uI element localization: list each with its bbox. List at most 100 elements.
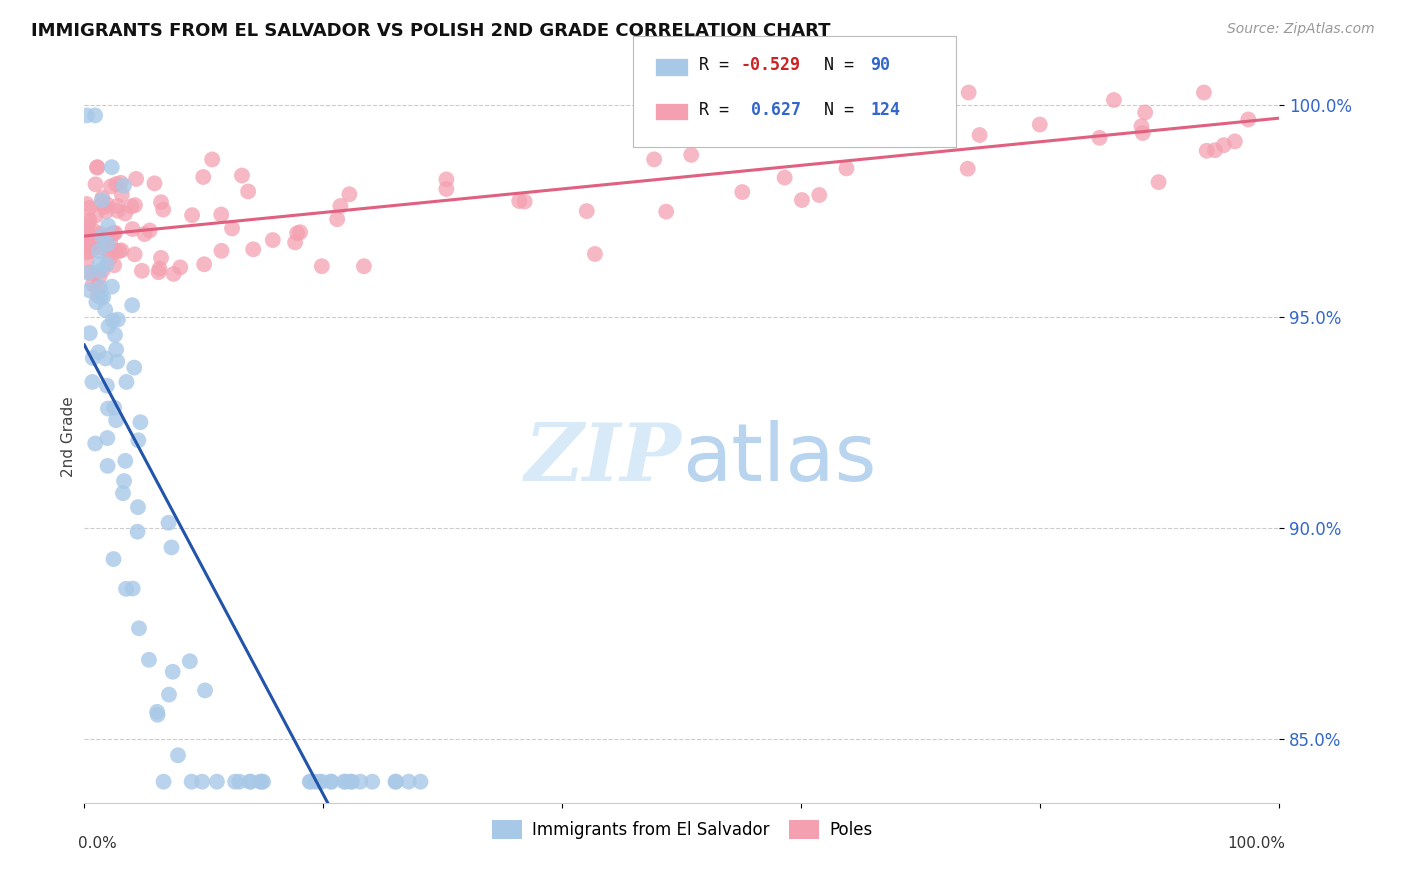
Point <box>112 178 135 193</box>
Text: 100.0%: 100.0% <box>1227 836 1285 851</box>
Point <box>91 191 114 205</box>
Point <box>108 244 131 258</box>
Text: 0.0%: 0.0% <box>79 836 117 851</box>
Point <box>127 500 149 515</box>
Point <box>152 774 174 789</box>
Point <box>163 267 186 281</box>
Point <box>239 774 262 789</box>
Point <box>83 266 105 280</box>
Point <box>308 774 330 789</box>
Point <box>148 265 170 279</box>
Point <box>112 474 135 488</box>
Text: R =: R = <box>699 101 738 119</box>
Point <box>957 86 980 100</box>
Point <box>76 219 98 234</box>
Point <box>1133 105 1156 120</box>
Point <box>104 327 127 342</box>
Point <box>242 242 264 256</box>
Point <box>115 375 138 389</box>
Point <box>138 653 160 667</box>
Point <box>104 244 127 259</box>
Point <box>84 436 107 450</box>
Point <box>86 279 108 293</box>
Point <box>79 284 101 298</box>
Point <box>76 237 98 252</box>
Point <box>96 197 118 211</box>
Point <box>96 431 118 445</box>
Point <box>76 254 98 268</box>
Point <box>107 199 129 213</box>
Point <box>90 290 112 304</box>
Point <box>160 541 183 555</box>
Point <box>304 774 326 789</box>
Point <box>94 204 117 219</box>
Point <box>98 245 121 260</box>
Point <box>114 454 136 468</box>
Point <box>250 774 273 789</box>
Point <box>77 266 100 280</box>
Point <box>1223 135 1246 149</box>
Point <box>98 252 121 266</box>
Point <box>86 160 108 174</box>
Point <box>111 187 134 202</box>
Point <box>84 108 107 122</box>
Point <box>128 621 150 635</box>
Point <box>148 261 170 276</box>
Point <box>76 236 98 251</box>
Point <box>124 247 146 261</box>
Point <box>1147 175 1170 189</box>
Point <box>127 524 149 539</box>
Point <box>311 774 333 789</box>
Point <box>167 748 190 763</box>
Point <box>284 235 307 250</box>
Point <box>681 148 703 162</box>
Point <box>79 326 101 340</box>
Point <box>193 169 215 184</box>
Text: atlas: atlas <box>682 420 876 498</box>
Point <box>361 774 384 789</box>
Point <box>353 259 375 273</box>
Point <box>956 161 979 176</box>
Point <box>333 774 356 789</box>
Point <box>409 774 432 789</box>
Point <box>101 227 124 241</box>
Point <box>76 225 98 239</box>
Point <box>138 223 160 237</box>
Point <box>89 280 111 294</box>
Point <box>236 185 259 199</box>
Point <box>134 227 156 241</box>
Point <box>103 401 125 415</box>
Point <box>513 194 536 209</box>
Point <box>221 221 243 235</box>
Point <box>90 197 112 211</box>
Point <box>191 774 214 789</box>
Point <box>79 266 101 280</box>
Point <box>508 194 530 208</box>
Point <box>193 257 215 271</box>
Point <box>298 774 321 789</box>
Point <box>91 290 114 304</box>
Point <box>105 354 128 368</box>
Point <box>181 208 204 222</box>
Point <box>835 161 858 176</box>
Point <box>114 206 136 220</box>
Point <box>311 259 333 273</box>
Point <box>103 226 125 240</box>
Point <box>904 113 927 128</box>
Point <box>804 109 827 123</box>
Point <box>76 239 98 253</box>
Point <box>194 683 217 698</box>
Point <box>103 258 125 272</box>
Point <box>335 774 357 789</box>
Point <box>1212 138 1234 153</box>
Point <box>337 187 360 202</box>
Legend: Immigrants from El Salvador, Poles: Immigrants from El Salvador, Poles <box>485 814 879 846</box>
Point <box>87 345 110 359</box>
Text: ZIP: ZIP <box>524 420 682 498</box>
Point <box>97 236 120 251</box>
Point <box>87 244 110 258</box>
Point <box>179 654 201 668</box>
Point <box>76 197 98 211</box>
Point <box>969 128 991 142</box>
Point <box>1132 126 1154 140</box>
